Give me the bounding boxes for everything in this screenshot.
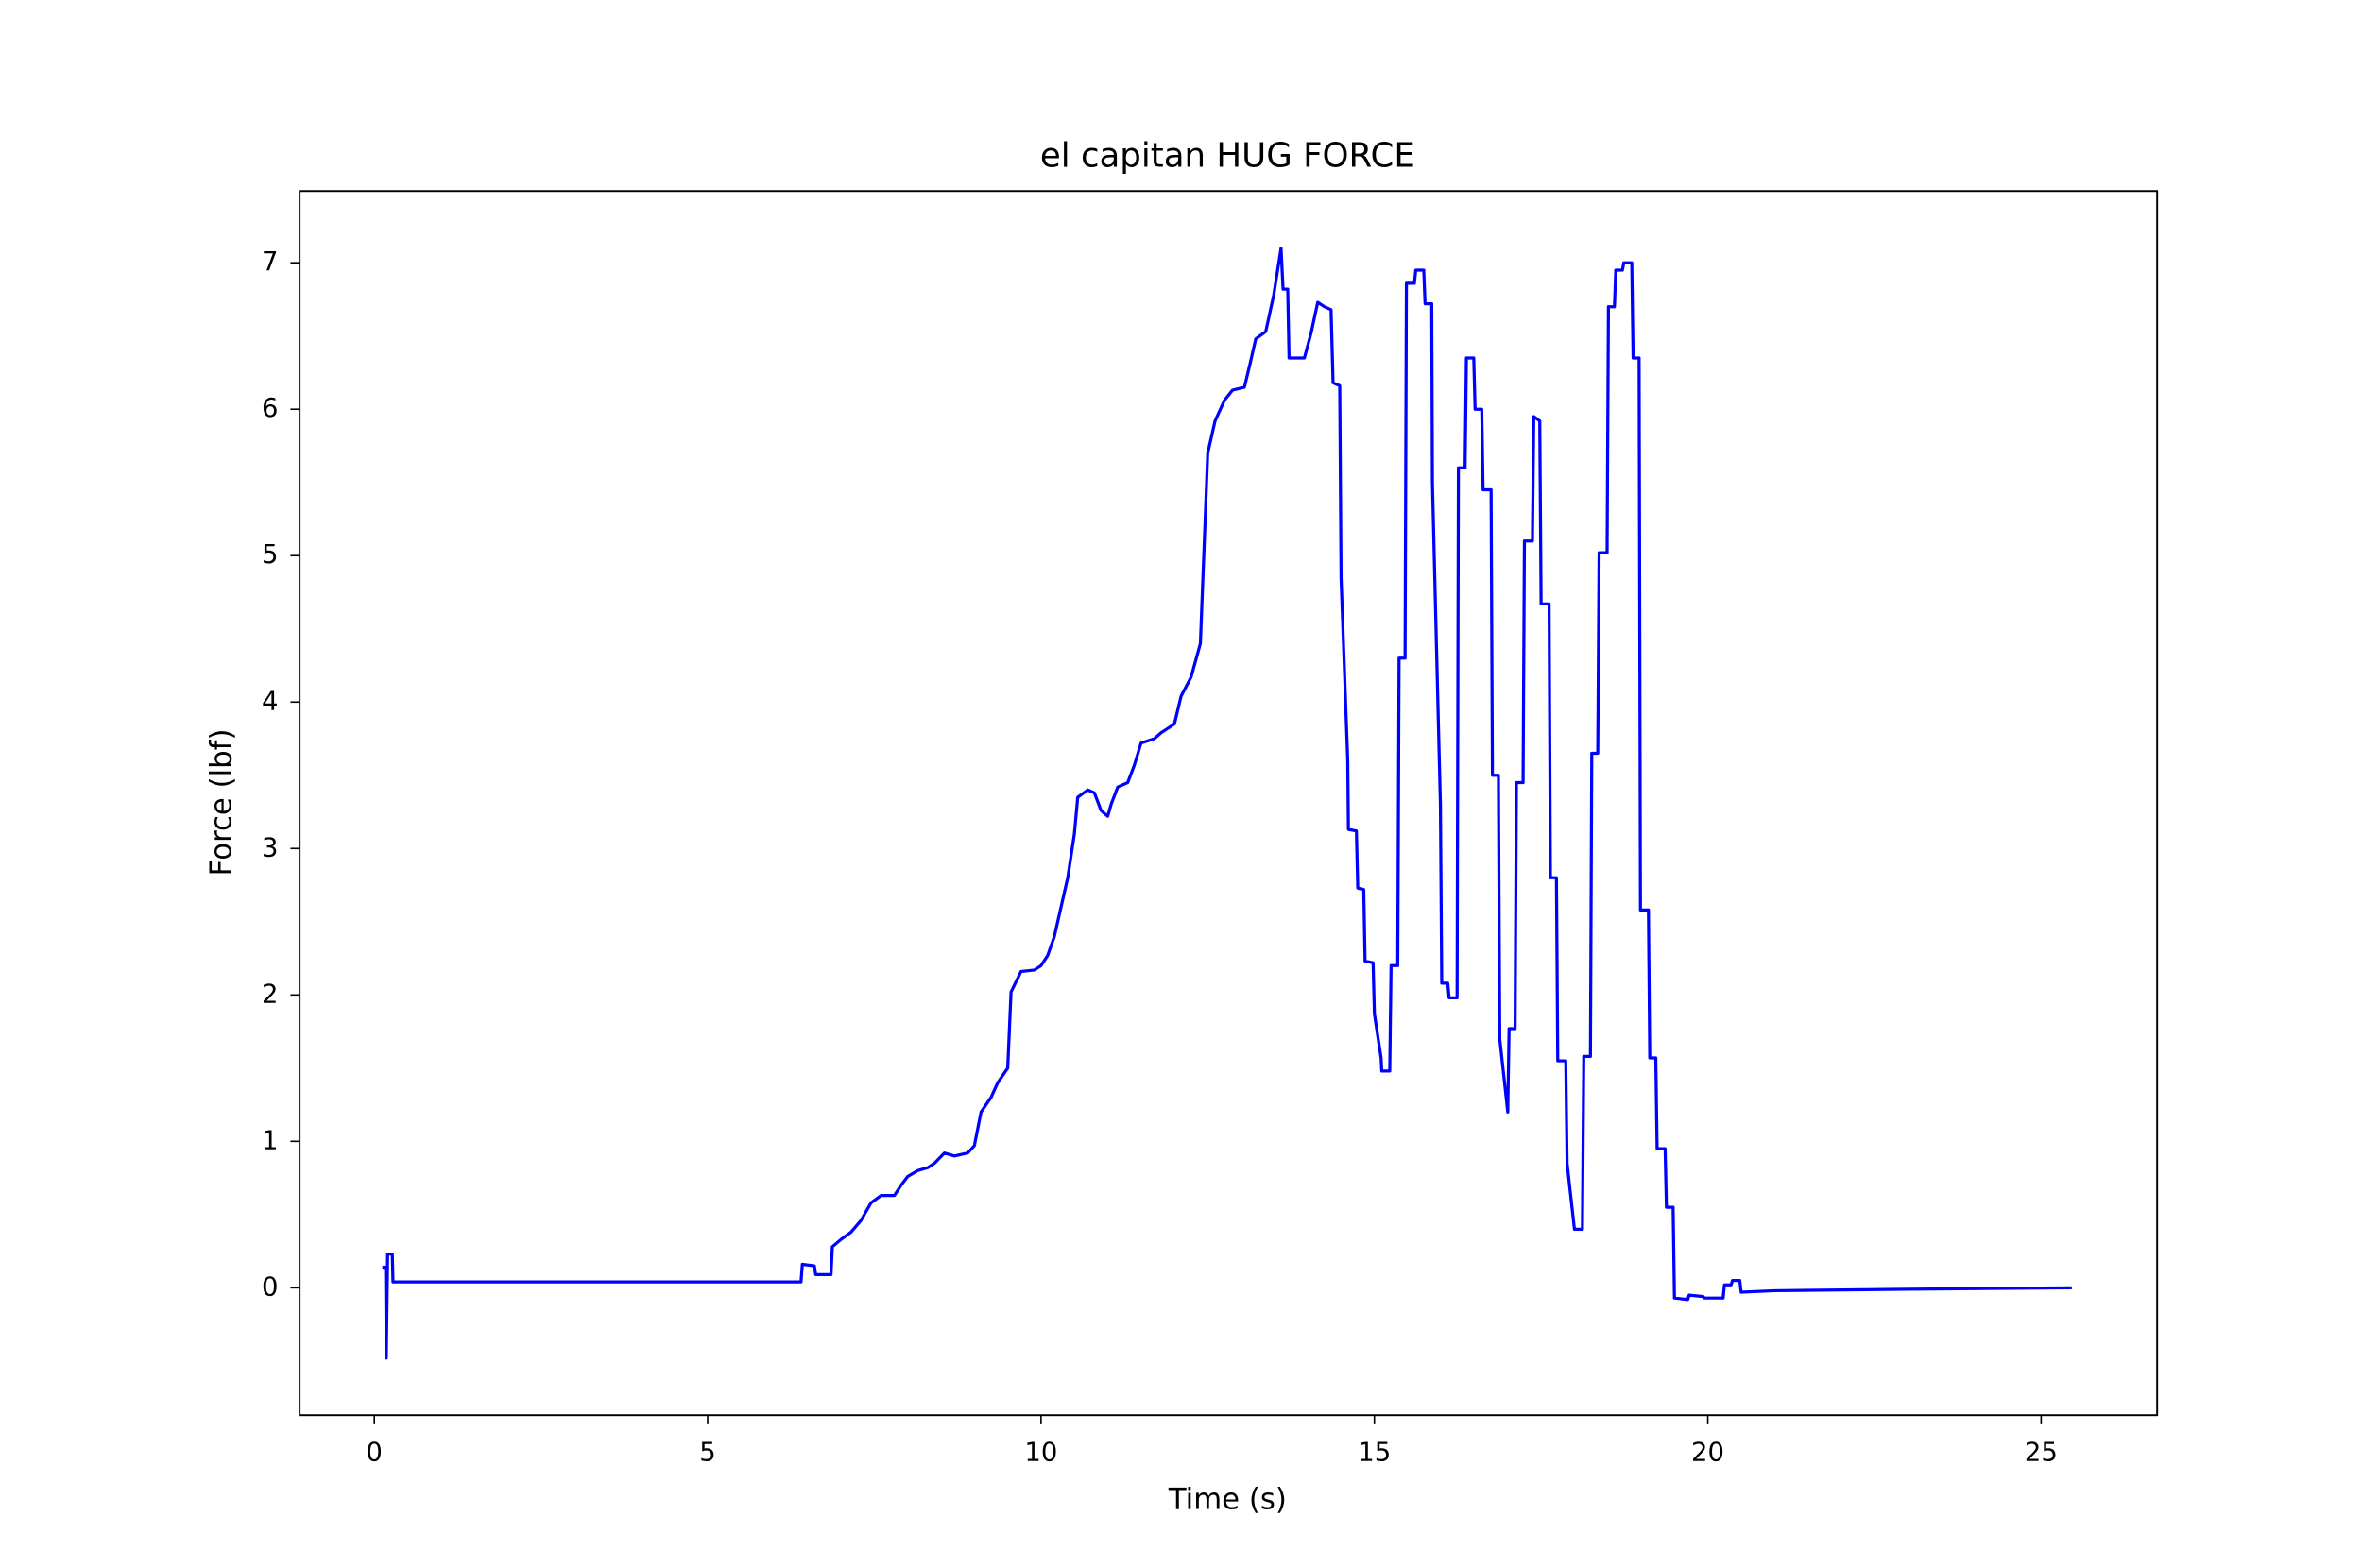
y-tick-label: 4 [262, 686, 279, 716]
x-axis-label: Time (s) [1168, 1482, 1287, 1516]
x-tick-label: 0 [366, 1438, 383, 1468]
x-tick-label: 15 [1358, 1438, 1391, 1468]
y-tick-label: 1 [262, 1125, 279, 1155]
data-line [382, 247, 2072, 1360]
x-tick-label: 5 [699, 1438, 716, 1468]
y-tick-label: 6 [262, 393, 279, 423]
y-axis-label: Force (lbf) [205, 729, 239, 877]
x-tick-label: 10 [1024, 1438, 1057, 1468]
y-tick-label: 3 [262, 832, 279, 862]
y-tick-label: 2 [262, 979, 279, 1009]
y-tick-label: 0 [262, 1271, 279, 1302]
plot-frame [299, 190, 2159, 1417]
chart-title: el capitan HUG FORCE [1040, 137, 1415, 176]
y-tick-label: 7 [262, 247, 279, 277]
y-tick-label: 5 [262, 539, 279, 570]
x-tick-label: 20 [1691, 1438, 1724, 1468]
x-tick-label: 25 [2025, 1438, 2058, 1468]
